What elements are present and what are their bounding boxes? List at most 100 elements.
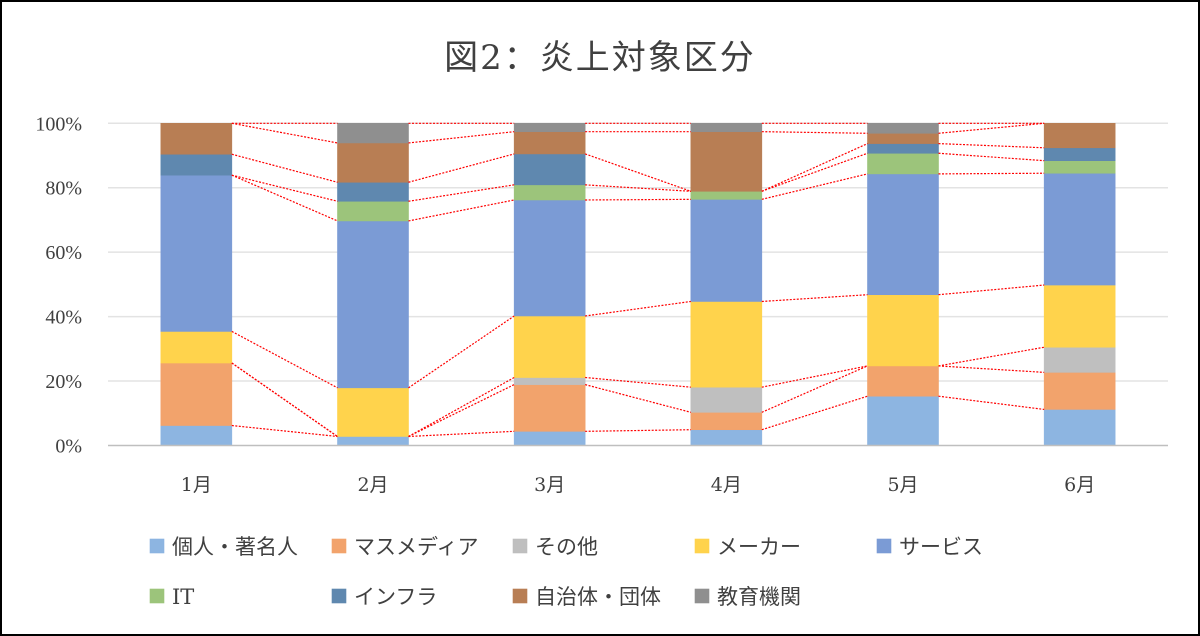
- series-line: [938, 365, 1045, 373]
- bar-segment: [690, 386, 763, 413]
- bar-stack-3: [513, 123, 586, 446]
- series-line: [938, 172, 1045, 175]
- series-line: [408, 430, 515, 438]
- series-line: [761, 173, 868, 200]
- series-line: [761, 152, 868, 192]
- legend-swatch: [512, 538, 528, 554]
- y-tick-label: 100%: [35, 113, 82, 135]
- legend-swatch: [512, 588, 528, 604]
- bar-segment: [513, 431, 586, 446]
- bar-segment: [337, 436, 409, 446]
- bar-segment: [690, 301, 763, 388]
- series-line: [938, 142, 1045, 149]
- bars: [160, 123, 1116, 446]
- bar-segment: [867, 173, 939, 296]
- series-line: [585, 300, 691, 317]
- series-line: [761, 294, 868, 303]
- bar-segment: [160, 153, 233, 176]
- series-line: [585, 184, 691, 192]
- series-line: [231, 174, 338, 202]
- series-line: [938, 395, 1045, 411]
- y-tick-label: 0%: [55, 436, 82, 458]
- bar-segment: [337, 181, 409, 202]
- legend-item: 自治体・団体: [512, 585, 661, 609]
- x-tick-label: 6月: [1064, 474, 1095, 496]
- bar-segment: [867, 123, 939, 134]
- bar-segment: [513, 377, 586, 385]
- legend-label: その他: [535, 535, 598, 559]
- series-line: [761, 131, 868, 134]
- legend-label: メーカー: [717, 535, 801, 559]
- series-line: [231, 330, 338, 389]
- series-lines: [231, 122, 1045, 438]
- legend-swatch: [149, 538, 165, 554]
- y-tick-label: 40%: [45, 307, 82, 329]
- series-line: [408, 315, 515, 389]
- legend-label: 教育機関: [717, 585, 801, 609]
- bar-segment: [1043, 372, 1116, 410]
- bar-segment: [690, 190, 763, 200]
- bar-segment: [690, 412, 763, 431]
- series-line: [761, 365, 868, 413]
- legend-label: マスメディア: [354, 535, 479, 559]
- series-line: [408, 153, 515, 183]
- legend-item: IT: [149, 585, 194, 609]
- series-line: [408, 376, 515, 438]
- bar-segment: [690, 123, 763, 132]
- bar-stack-1: [160, 123, 233, 446]
- legend-item: 教育機関: [694, 585, 801, 609]
- bar-segment: [513, 123, 586, 132]
- legend-label: インフラ: [354, 585, 437, 609]
- bar-segment: [1043, 172, 1116, 286]
- legend-item: 個人・著名人: [149, 535, 298, 559]
- bar-stack-6: [1043, 123, 1116, 446]
- legend-item: メーカー: [694, 535, 801, 559]
- legend-label: IT: [172, 585, 194, 609]
- bar-stack-2: [337, 123, 409, 446]
- legend-swatch: [331, 538, 347, 554]
- bar-segment: [513, 131, 586, 155]
- series-line: [938, 284, 1045, 296]
- legend: 個人・著名人 マスメディア その他 メーカー サービス IT インフラ 自治体・団体 教育機関: [149, 535, 983, 609]
- series-line: [761, 365, 868, 388]
- bar-segment: [513, 153, 586, 186]
- legend-item: マスメディア: [331, 535, 479, 559]
- legend-item: インフラ: [331, 585, 437, 609]
- bar-segment: [160, 425, 233, 446]
- bar-segment: [867, 395, 939, 446]
- series-line: [938, 152, 1045, 162]
- series-line: [585, 376, 691, 388]
- bar-segment: [867, 143, 939, 154]
- bar-segment: [513, 199, 586, 317]
- legend-label: 個人・著名人: [172, 535, 298, 559]
- x-tick-label: 4月: [711, 474, 742, 496]
- legend-swatch: [331, 588, 347, 604]
- series-line: [938, 122, 1045, 134]
- legend-swatch: [149, 588, 165, 604]
- bar-stack-5: [867, 123, 939, 446]
- bar-segment: [337, 142, 409, 183]
- bar-segment: [1043, 284, 1116, 348]
- bar-segment: [690, 131, 763, 192]
- bar-segment: [160, 174, 233, 332]
- bar-segment: [867, 294, 939, 367]
- legend-item: その他: [512, 535, 598, 559]
- y-tick-label: 20%: [45, 371, 82, 393]
- y-tick-label: 60%: [45, 242, 82, 264]
- series-line: [938, 346, 1045, 367]
- series-line: [585, 198, 691, 201]
- series-line: [408, 384, 515, 438]
- bar-segment: [867, 132, 939, 144]
- bar-segment: [513, 384, 586, 432]
- series-line: [761, 143, 868, 192]
- bar-segment: [1043, 160, 1116, 174]
- x-tick-label: 1月: [181, 474, 212, 496]
- x-tick-label: 2月: [357, 474, 388, 496]
- series-line: [408, 131, 515, 144]
- legend-item: サービス: [876, 535, 983, 559]
- series-line: [231, 153, 338, 183]
- y-axis-tick-labels: 0% 20% 40% 60% 80% 100%: [35, 113, 82, 457]
- x-tick-label: 5月: [887, 474, 918, 496]
- series-line: [761, 395, 868, 431]
